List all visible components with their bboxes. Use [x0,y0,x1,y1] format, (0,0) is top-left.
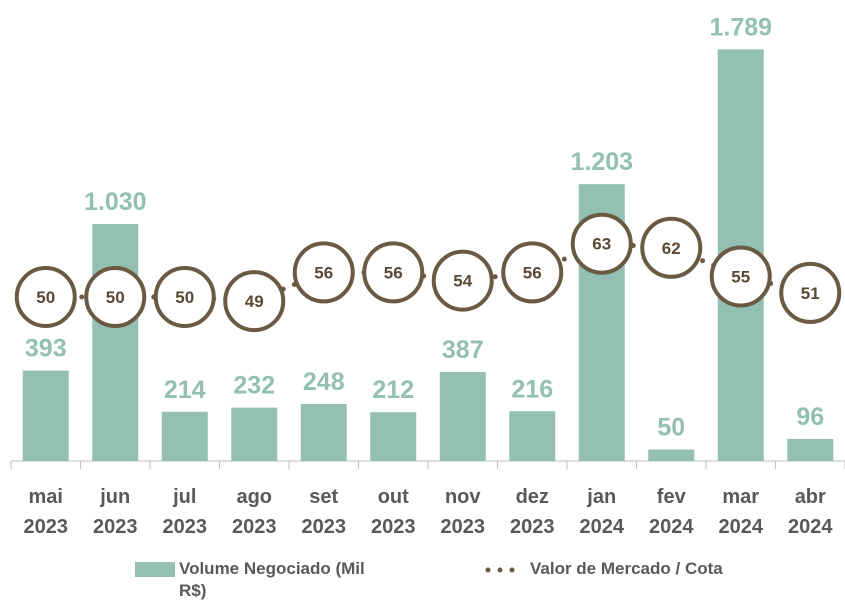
bar-value-label: 1.789 [709,13,772,41]
line-marker [292,241,355,304]
x-tick-label: ago 2023 [232,486,277,538]
x-tick-label: fev 2024 [649,486,694,538]
chart: mai 2023 jun 2023 jul 2023 ago 2023 set 2023 out 20… [10,13,845,538]
x-tick-label: abr 2024 [788,486,833,538]
line-marker [14,266,77,328]
legend-item: Volume Negociado (Mil R$) [135,558,369,602]
bar [231,407,278,461]
line-value-label: 54 [453,272,472,291]
line-value-label: 55 [731,268,750,287]
line-marker [709,245,772,308]
bar [509,411,556,461]
line-value-label: 50 [36,288,55,307]
x-tick-label: jul 2023 [163,486,208,538]
line-value-label: 62 [662,239,681,258]
bar-value-label: 1.203 [570,148,633,176]
bar-value-label: 50 [657,413,685,441]
x-tick-label: nov 2023 [441,486,486,538]
line-value-label: 50 [175,288,194,307]
bar [648,449,695,461]
line-value-label: 49 [245,292,264,311]
line-marker [431,249,494,312]
legend-item: Valor de Mercado / Cota [484,558,723,580]
line-marker [84,266,147,328]
line-value-label: 56 [523,263,542,282]
bar-value-label: 214 [164,376,206,404]
line-marker [223,270,286,333]
legend-swatch [135,562,175,577]
line-value-label: 56 [384,263,403,282]
bar [300,403,347,461]
x-tick-label: set 2023 [302,486,347,538]
x-tick-label: jun 2023 [93,486,138,538]
bar [161,411,208,461]
legend: Volume Negociado (Mil R$) Valor de Merca… [0,552,845,607]
bar-value-label: 1.030 [84,188,147,216]
bar [370,412,417,461]
x-tick-label: dez 2023 [510,486,555,538]
line-value-label: 50 [106,288,125,307]
bar-value-label: 393 [25,335,67,363]
line-marker [570,212,633,275]
line-value-label: 56 [314,263,333,282]
line-value-label: 51 [801,284,820,303]
bar [439,371,486,461]
bar-value-label: 96 [796,403,824,431]
x-tick-label: mar 2024 [719,486,764,538]
legend-label: Volume Negociado (Mil R$) [179,559,365,600]
line-marker [153,266,216,328]
x-tick-label: jan 2024 [580,486,625,538]
line-marker [779,261,842,324]
bar-value-label: 248 [303,368,345,396]
legend-swatch-bar [135,562,175,577]
line-marker [501,241,564,304]
x-tick-label: out 2023 [371,486,416,538]
bar [22,370,69,461]
bar [92,223,139,461]
bar-value-label: 387 [442,336,484,364]
line-marker [362,241,425,304]
legend-label: Valor de Mercado / Cota [530,559,723,578]
x-tick-label: mai 2023 [24,486,69,538]
bar-value-label: 232 [233,372,275,400]
bar-value-label: 216 [511,375,553,403]
line-marker [640,216,703,279]
line-value-label: 63 [592,235,611,254]
bar-value-label: 212 [372,376,414,404]
legend-swatch [485,567,525,573]
bar [787,438,834,461]
